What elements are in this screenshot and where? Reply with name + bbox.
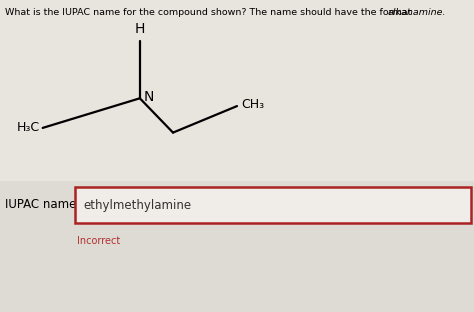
Text: alkanamine.: alkanamine. bbox=[388, 8, 446, 17]
FancyBboxPatch shape bbox=[0, 181, 474, 312]
Text: H: H bbox=[135, 22, 145, 36]
Text: H₃C: H₃C bbox=[17, 121, 40, 134]
Text: Incorrect: Incorrect bbox=[77, 236, 120, 246]
FancyBboxPatch shape bbox=[75, 187, 471, 223]
Text: N: N bbox=[144, 90, 154, 104]
Text: ethylmethylamine: ethylmethylamine bbox=[83, 199, 191, 212]
Text: CH₃: CH₃ bbox=[241, 98, 264, 111]
Text: IUPAC name:: IUPAC name: bbox=[5, 198, 80, 211]
FancyBboxPatch shape bbox=[0, 0, 474, 181]
Text: What is the IUPAC name for the compound shown? The name should have the format: What is the IUPAC name for the compound … bbox=[5, 8, 414, 17]
